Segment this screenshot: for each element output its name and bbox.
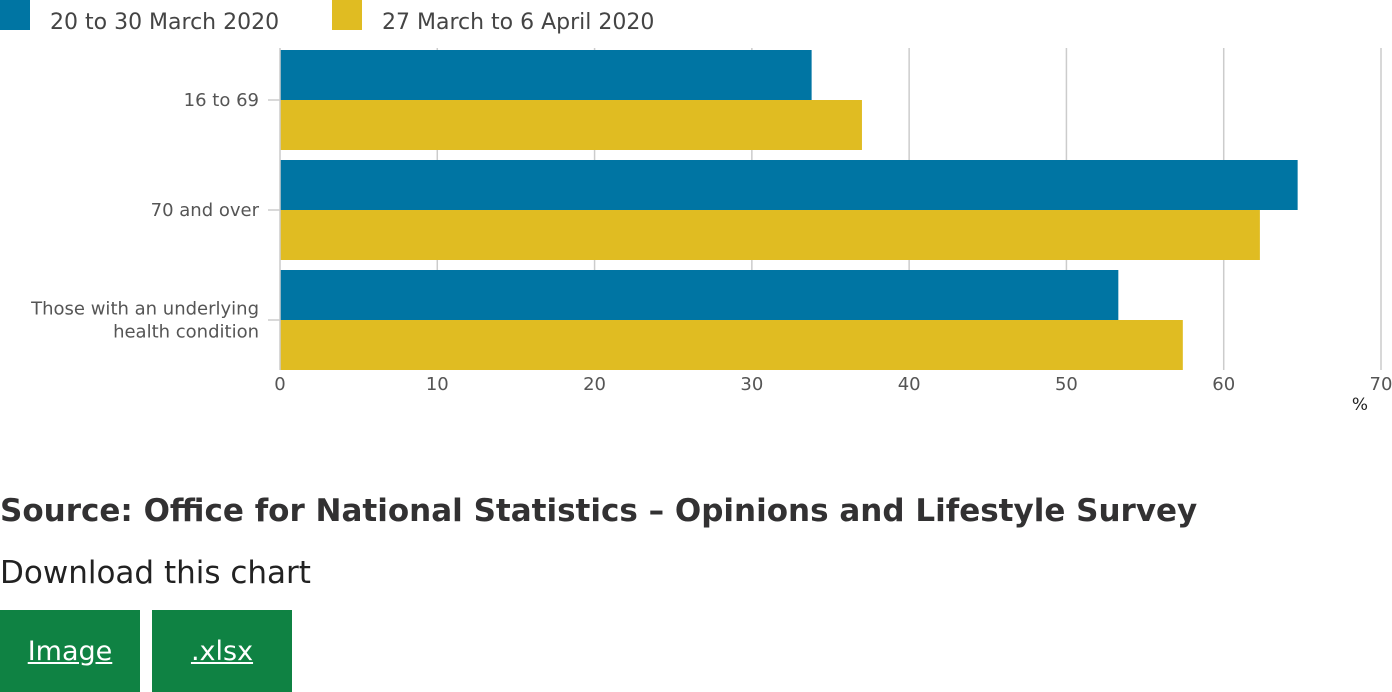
legend-label: 27 March to 6 April 2020	[382, 10, 654, 35]
x-tick-label: 50	[1055, 374, 1078, 395]
category-label: 70 and over	[151, 200, 260, 221]
bar	[280, 100, 862, 150]
x-tick-label: 0	[274, 374, 285, 395]
download-xlsx-button[interactable]: .xlsx	[152, 610, 292, 692]
legend-label: 20 to 30 March 2020	[50, 10, 279, 35]
bar	[280, 50, 812, 100]
source-text: Source: Office for National Statistics –…	[0, 493, 1198, 529]
x-tick-label: 20	[583, 374, 606, 395]
download-heading: Download this chart	[0, 555, 311, 591]
x-tick-label: 70	[1370, 374, 1392, 395]
bar	[280, 320, 1183, 370]
category-label: health condition	[113, 322, 259, 343]
bar	[280, 270, 1119, 320]
download-image-button[interactable]: Image	[0, 610, 140, 692]
category-label: Those with an underlying	[30, 299, 259, 320]
legend-swatch	[332, 0, 362, 30]
bar	[280, 160, 1298, 210]
x-unit-label: %	[1352, 395, 1368, 415]
x-tick-label: 60	[1212, 374, 1235, 395]
bar-chart: 16 to 69 70 and over Those with an underly…	[0, 0, 1392, 415]
x-tick-label: 10	[426, 374, 449, 395]
bar	[280, 210, 1260, 260]
x-tick-label: 40	[898, 374, 921, 395]
x-tick-label: 30	[740, 374, 763, 395]
category-label: 16 to 69	[184, 90, 259, 111]
legend-swatch	[0, 0, 30, 30]
